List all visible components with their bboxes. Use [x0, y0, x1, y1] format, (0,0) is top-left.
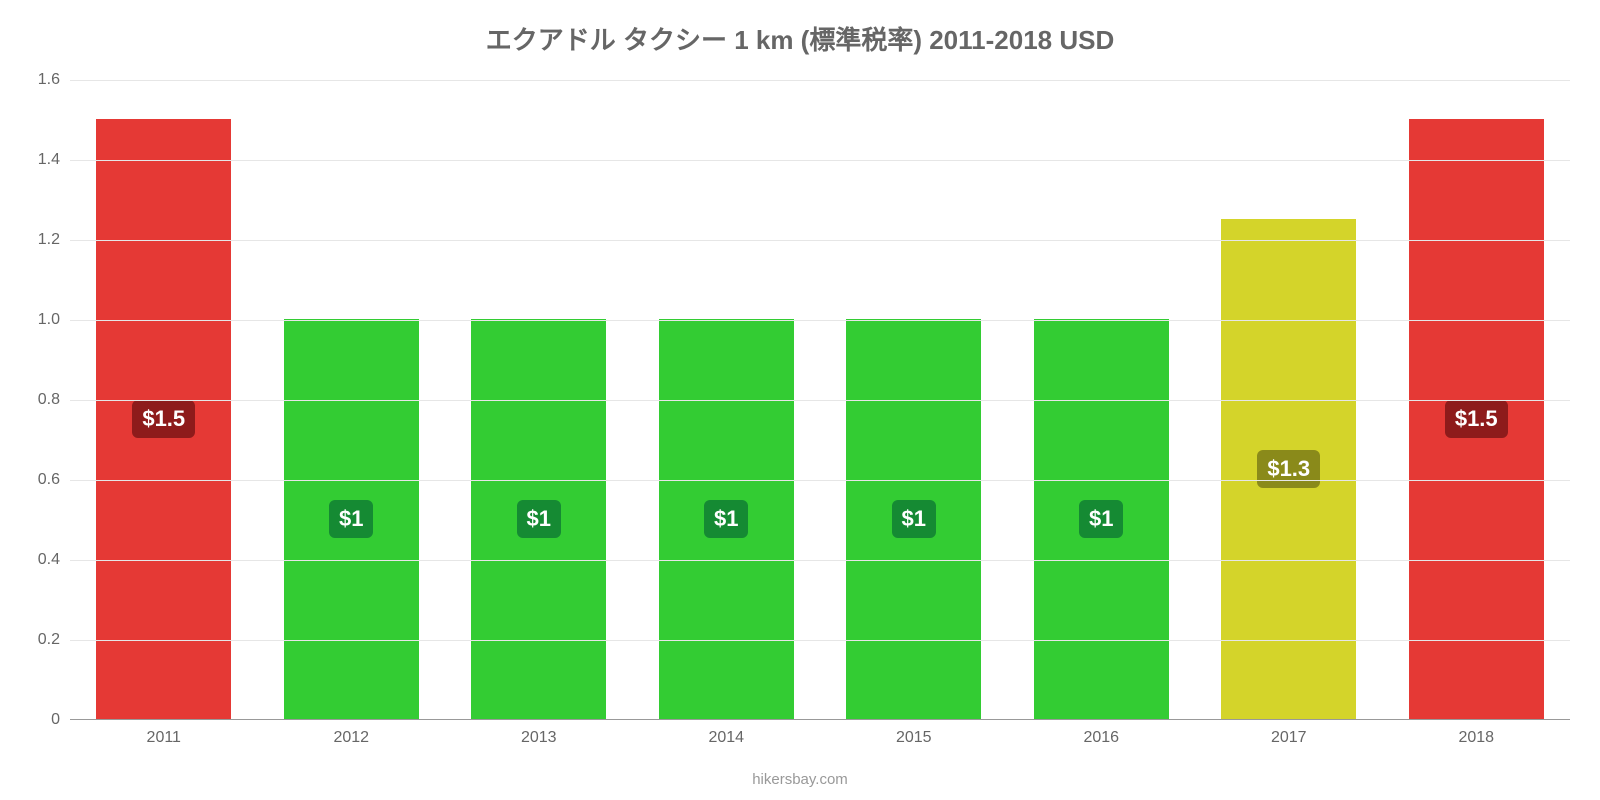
- chart-title: エクアドル タクシー 1 km (標準税率) 2011-2018 USD: [0, 20, 1600, 57]
- y-tick-label: 1.2: [10, 231, 60, 249]
- bar-chart: エクアドル タクシー 1 km (標準税率) 2011-2018 USD $1.…: [0, 0, 1600, 800]
- y-tick-label: 0.8: [10, 391, 60, 409]
- value-badge: $1: [892, 500, 936, 538]
- y-tick-label: 0.2: [10, 631, 60, 649]
- bar: $1: [284, 319, 419, 719]
- bar: $1: [471, 319, 606, 719]
- value-badge: $1: [329, 500, 373, 538]
- gridline: [70, 640, 1570, 641]
- value-badge: $1.5: [1445, 400, 1508, 438]
- y-tick-label: 0: [10, 711, 60, 729]
- gridline: [70, 560, 1570, 561]
- x-tick-label: 2018: [1458, 729, 1494, 747]
- gridline: [70, 400, 1570, 401]
- y-tick-label: 0.4: [10, 551, 60, 569]
- x-tick-label: 2011: [147, 729, 181, 747]
- gridline: [70, 320, 1570, 321]
- x-tick-label: 2013: [521, 729, 557, 747]
- x-tick-label: 2016: [1083, 729, 1119, 747]
- bar: $1: [846, 319, 981, 719]
- y-tick-label: 1.6: [10, 71, 60, 89]
- value-badge: $1: [704, 500, 748, 538]
- bar: $1.5: [96, 119, 231, 719]
- value-badge: $1: [517, 500, 561, 538]
- value-badge: $1: [1079, 500, 1123, 538]
- y-tick-label: 0.6: [10, 471, 60, 489]
- y-tick-label: 1.4: [10, 151, 60, 169]
- bar: $1: [659, 319, 794, 719]
- x-tick-label: 2012: [333, 729, 369, 747]
- gridline: [70, 160, 1570, 161]
- y-tick-label: 1.0: [10, 311, 60, 329]
- x-tick-label: 2015: [896, 729, 932, 747]
- bar: $1.5: [1409, 119, 1544, 719]
- gridline: [70, 480, 1570, 481]
- gridline: [70, 80, 1570, 81]
- value-badge: $1.3: [1257, 450, 1320, 488]
- gridline: [70, 240, 1570, 241]
- bar: $1: [1034, 319, 1169, 719]
- source-label: hikersbay.com: [0, 771, 1600, 788]
- x-tick-label: 2017: [1271, 729, 1307, 747]
- bar: $1.3: [1221, 219, 1356, 719]
- value-badge: $1.5: [132, 400, 195, 438]
- x-tick-label: 2014: [708, 729, 744, 747]
- plot-area: $1.52011$12012$12013$12014$12015$12016$1…: [70, 80, 1570, 720]
